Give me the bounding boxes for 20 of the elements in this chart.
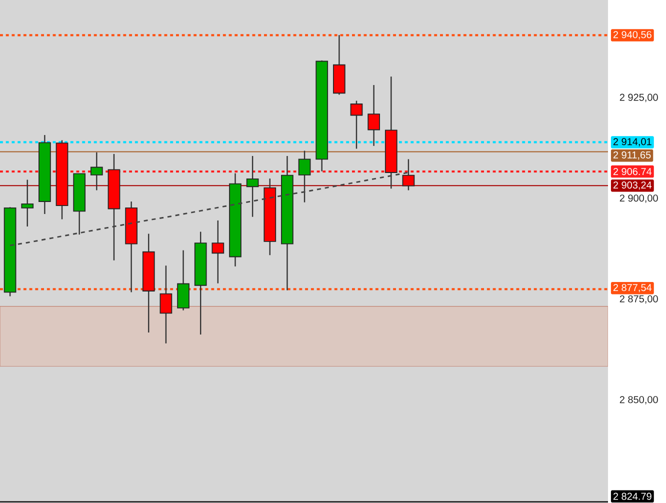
candlestick xyxy=(160,265,172,344)
candlestick xyxy=(90,152,103,191)
ref-line-label: 2 940,56 xyxy=(613,31,652,40)
y-tick-label: 2 875,00 xyxy=(620,295,658,304)
candlestick xyxy=(21,179,34,228)
y-tick-label: 2 900,00 xyxy=(620,194,658,203)
candlestick xyxy=(246,155,259,218)
ref-line-label: 2 914,01 xyxy=(613,138,652,146)
candlestick xyxy=(368,84,380,146)
ref-line-label: 2 877,54 xyxy=(613,284,652,292)
candlestick xyxy=(350,100,363,150)
ref-line-label: 2 911,65 xyxy=(613,151,651,160)
ref-line-label: 2 903,24 xyxy=(613,182,652,190)
candlestick xyxy=(402,158,415,191)
candlestick xyxy=(212,220,224,284)
candlestick xyxy=(298,150,311,203)
ref-line-label: 2 824.79 xyxy=(613,492,652,500)
y-tick-label: 2 925,00 xyxy=(620,94,658,102)
ref-line-label: 2 906.74 xyxy=(613,168,652,176)
y-tick-label: 2 850,00 xyxy=(620,396,658,404)
